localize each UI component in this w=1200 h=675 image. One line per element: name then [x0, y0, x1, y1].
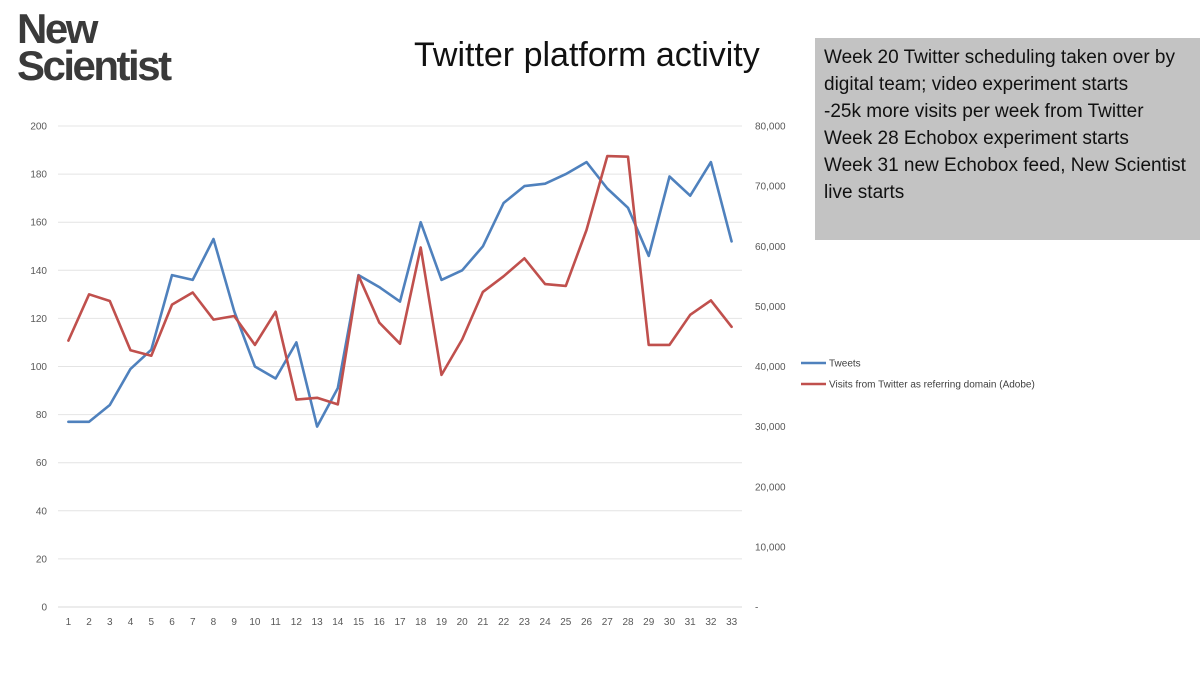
right-tick-label: 50,000: [755, 302, 786, 313]
x-tick-label: 25: [560, 617, 572, 628]
series-line-tweets: [67, 160, 733, 428]
left-tick-label: 100: [30, 362, 47, 373]
x-tick-label: 31: [685, 617, 697, 628]
legend: Tweets Visits from Twitter as referring d…: [801, 359, 1035, 391]
right-axis-ticks: - 10,000 20,000 30,000 40,000 50,000 60,000 70,…: [755, 122, 786, 614]
x-tick-label: 4: [128, 617, 134, 628]
left-tick-label: 120: [30, 314, 47, 325]
right-tick-label: 70,000: [755, 182, 786, 193]
annotation-line-4: Week 31 new Echobox feed, New Scientist …: [824, 155, 1186, 203]
series-lines: [67, 154, 733, 428]
x-tick-label: 6: [169, 617, 175, 628]
annotation-line-1: Week 20 Twitter scheduling taken over by…: [824, 47, 1175, 95]
x-tick-label: 10: [249, 617, 261, 628]
right-tick-label: 80,000: [755, 122, 786, 133]
right-tick-label: -: [755, 603, 758, 614]
x-tick-label: 2: [86, 617, 92, 628]
x-tick-label: 11: [270, 617, 281, 628]
left-axis-ticks: 0 20 40 60 80 100 120 140 160 180 200: [30, 122, 47, 614]
left-tick-label: 140: [30, 266, 47, 277]
x-tick-label: 21: [477, 617, 489, 628]
x-tick-label: 22: [498, 617, 510, 628]
left-tick-label: 0: [41, 603, 47, 614]
x-tick-label: 14: [332, 617, 344, 628]
left-tick-label: 180: [30, 170, 47, 181]
logo-line-1: New: [17, 5, 98, 52]
annotation-line-3: Week 28 Echobox experiment starts: [824, 128, 1129, 149]
left-tick-label: 60: [36, 458, 48, 469]
right-tick-label: 10,000: [755, 542, 786, 553]
x-tick-label: 30: [664, 617, 676, 628]
logo-line-2: Scientist: [17, 42, 172, 89]
right-tick-label: 60,000: [755, 242, 786, 253]
x-tick-label: 26: [581, 617, 593, 628]
new-scientist-logo: New Scientist: [17, 5, 172, 89]
x-tick-label: 7: [190, 617, 196, 628]
annotation-line-2: -25k more visits per week from Twitter: [824, 101, 1144, 122]
x-tick-label: 18: [415, 617, 427, 628]
x-tick-label: 28: [622, 617, 634, 628]
chart-title: Twitter platform activity: [414, 36, 760, 74]
right-tick-label: 20,000: [755, 482, 786, 493]
left-tick-label: 200: [30, 122, 47, 133]
gridlines: [58, 125, 742, 608]
left-tick-label: 80: [36, 410, 48, 421]
series-line-visits: [67, 154, 733, 406]
x-tick-label: 1: [66, 617, 72, 628]
x-tick-label: 13: [312, 617, 324, 628]
x-tick-label: 33: [726, 617, 738, 628]
x-tick-label: 29: [643, 617, 655, 628]
x-tick-label: 3: [107, 617, 113, 628]
left-tick-label: 40: [36, 506, 48, 517]
right-tick-label: 30,000: [755, 422, 786, 433]
legend-label: Visits from Twitter as referring domain …: [829, 380, 1035, 391]
x-tick-label: 8: [211, 617, 217, 628]
x-tick-label: 20: [457, 617, 469, 628]
x-tick-label: 16: [374, 617, 386, 628]
x-tick-label: 12: [291, 617, 303, 628]
x-tick-label: 5: [148, 617, 154, 628]
x-tick-label: 24: [540, 617, 552, 628]
x-tick-label: 27: [602, 617, 614, 628]
left-tick-label: 160: [30, 218, 47, 229]
annotation-box: Week 20 Twitter scheduling taken over by…: [815, 38, 1200, 240]
right-tick-label: 40,000: [755, 362, 786, 373]
x-tick-label: 9: [231, 617, 237, 628]
x-tick-label: 15: [353, 617, 365, 628]
left-tick-label: 20: [36, 554, 48, 565]
legend-label: Tweets: [829, 359, 861, 370]
x-tick-label: 17: [394, 617, 406, 628]
x-tick-label: 19: [436, 617, 448, 628]
x-tick-label: 23: [519, 617, 531, 628]
x-tick-label: 32: [705, 617, 717, 628]
x-axis-ticks: 1 2 3 4 5 6 7 8 9 10 11 12 13 14 15 16 17 18 19 20 21 22 23 24 2…: [66, 617, 738, 628]
